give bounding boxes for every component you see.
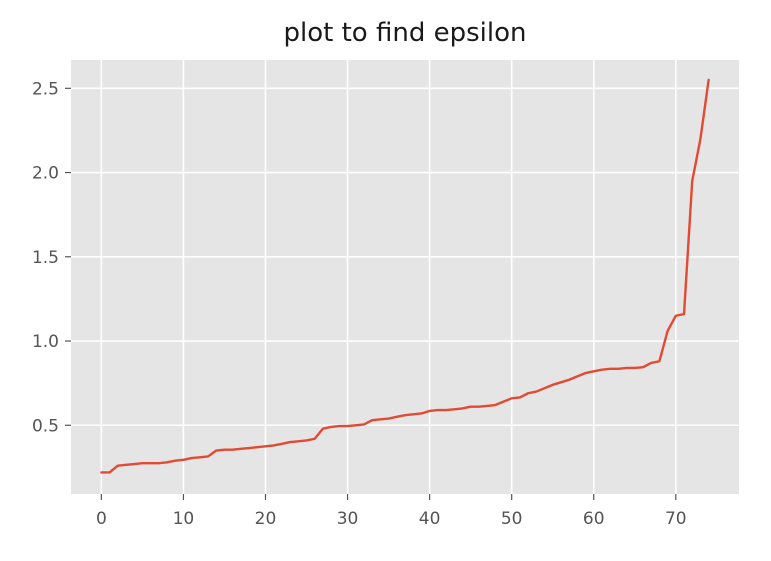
tick-layer: 0 10 20 30 40 50 60 70 0.5 1.0 1.5 2.0 2.5 xyxy=(32,79,687,529)
grid-layer xyxy=(71,60,739,494)
y-tick-label: 0.5 xyxy=(32,416,59,436)
series-layer xyxy=(100,78,710,474)
chart-title: plot to find epsilon xyxy=(283,18,527,48)
x-tick-label: 60 xyxy=(583,509,605,529)
y-tick-label: 1.5 xyxy=(32,248,59,268)
y-tick-label: 2.0 xyxy=(32,164,59,184)
x-tick-label: 20 xyxy=(255,509,277,529)
x-tick-label: 70 xyxy=(665,509,687,529)
x-tick-label: 10 xyxy=(173,509,195,529)
x-tick-label: 0 xyxy=(96,509,107,529)
x-tick-label: 40 xyxy=(419,509,441,529)
x-tick-label: 50 xyxy=(501,509,523,529)
plot-area xyxy=(71,60,739,494)
y-tick-label: 1.0 xyxy=(32,332,59,352)
series-line xyxy=(100,78,710,474)
y-tick-label: 2.5 xyxy=(32,79,59,99)
x-tick-label: 30 xyxy=(337,509,359,529)
